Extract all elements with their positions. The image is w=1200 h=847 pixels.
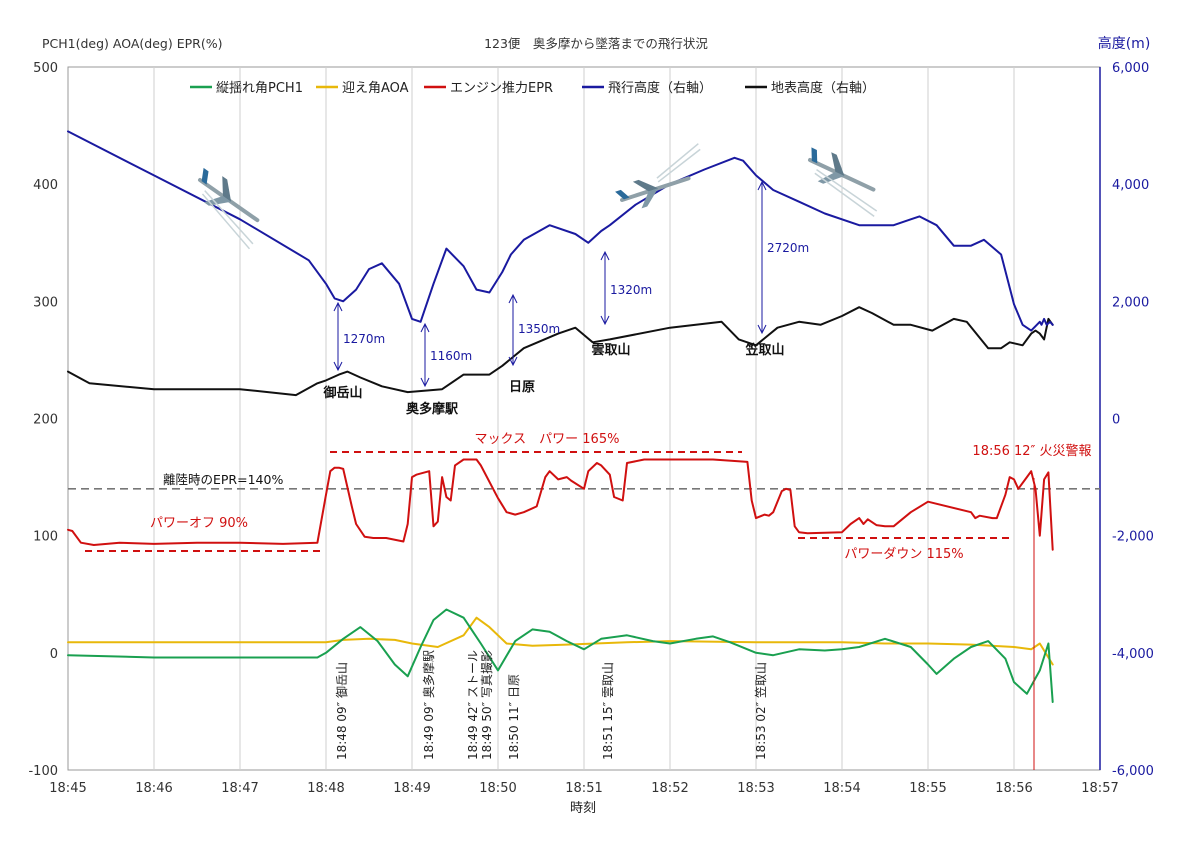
event-label: 18:49 09″ 奥多摩駅 [421, 650, 436, 760]
series-line-1 [67, 608, 1054, 703]
series-line-3 [67, 458, 1054, 551]
altitude-diff-arrow [420, 322, 430, 388]
axis-layer: 18:45 18:46 18:47 18:48 18:49 18:50 18:51 18:52… [28, 61, 1153, 796]
altitude-diff-arrow [333, 301, 343, 372]
y-left-tick-label: 200 [33, 413, 58, 428]
x-tick-label: 18:47 [221, 781, 258, 796]
legend-label: 地表高度（右軸） [771, 80, 875, 96]
place-label: 笠取山 [744, 342, 784, 358]
series-line-4 [67, 130, 1054, 332]
right-axis-header: 高度(m) [1098, 35, 1151, 52]
airplane-icon [198, 167, 260, 250]
y-left-tick-label: 100 [33, 530, 58, 545]
airplane-icon [615, 143, 701, 209]
y-left-tick-label: 0 [50, 647, 58, 662]
y-right-tick-label: -4,000 [1112, 647, 1154, 662]
x-tick-label: 18:54 [823, 781, 860, 796]
altitude-diff-arrow [508, 293, 518, 367]
legend-label: エンジン推力EPR [450, 81, 553, 96]
x-tick-label: 18:56 [995, 781, 1032, 796]
power-down-label: パワーダウン 115% [844, 547, 963, 562]
fire-alarm-label: 18:56 12″ 火災警報 [972, 443, 1091, 459]
x-tick-label: 18:49 [393, 781, 430, 796]
event-label: 18:48 09″ 御岳山 [334, 662, 349, 760]
place-label: 御岳山 [322, 385, 362, 401]
power-off-label: パワーオフ 90% [150, 516, 248, 531]
legend-label: 縦揺れ角PCH1 [216, 81, 303, 96]
y-right-tick-label: -6,000 [1112, 764, 1154, 779]
chart-title: 123便 奥多摩から墜落までの飛行状況 [484, 36, 708, 51]
altitude-diff-arrow [600, 250, 610, 326]
altitude-diff-label: 1270m [343, 332, 385, 346]
x-tick-label: 18:45 [49, 781, 86, 796]
y-left-tick-label: 300 [33, 295, 58, 310]
y-left-tick-label: 500 [33, 61, 58, 76]
max-power-label: マックス パワー 165% [475, 432, 620, 447]
event-label: 18:49 42″ ストール [466, 650, 480, 760]
series-layer [67, 130, 1054, 703]
altitude-diff-label: 1320m [610, 283, 652, 297]
y-right-tick-label: 4,000 [1112, 178, 1149, 193]
y-left-tick-label: 400 [33, 178, 58, 193]
x-tick-label: 18:55 [909, 781, 946, 796]
place-label: 雲取山 [591, 342, 630, 358]
y-right-tick-label: 6,000 [1112, 61, 1149, 76]
y-right-tick-label: 0 [1112, 413, 1120, 428]
x-tick-label: 18:53 [737, 781, 774, 796]
event-label: 18:53 02″ 笠取山 [753, 662, 768, 760]
place-label: 奥多摩駅 [406, 401, 459, 417]
x-axis-title: 時刻 [570, 801, 596, 816]
altitude-diff-arrow [757, 180, 767, 335]
y-right-tick-label: -2,000 [1112, 530, 1154, 545]
left-axis-header: PCH1(deg) AOA(deg) EPR(%) [42, 36, 222, 51]
x-tick-label: 18:52 [651, 781, 688, 796]
x-tick-label: 18:46 [135, 781, 172, 796]
place-label: 日原 [509, 380, 535, 395]
x-tick-label: 18:50 [479, 781, 516, 796]
altitude-diff-label: 2720m [767, 241, 809, 255]
altitude-diff-label: 1350m [518, 322, 560, 336]
altitude-diff-label: 1160m [430, 349, 472, 363]
x-tick-label: 18:51 [565, 781, 602, 796]
event-label: 18:49 50″ 写真撮影 [480, 650, 494, 760]
x-tick-label: 18:48 [307, 781, 344, 796]
series-line-2 [67, 616, 1054, 666]
event-label: 18:51 15″ 雲取山 [601, 662, 615, 760]
x-tick-label: 18:57 [1081, 781, 1118, 796]
legend: 縦揺れ角PCH1 迎え角AOA エンジン推力EPR 飛行高度（右軸） 地表高度（右軸） [190, 80, 875, 96]
reference-line-label: 離陸時のEPR=140% [163, 472, 283, 487]
y-left-tick-label: -100 [28, 764, 58, 779]
legend-label: 飛行高度（右軸） [608, 80, 712, 96]
annotation-layer: パワーオフ 90% マックス パワー 165% パワーダウン 115% 18:5… [85, 143, 1092, 770]
airplane-icon [808, 147, 878, 218]
legend-label: 迎え角AOA [342, 81, 409, 96]
event-label: 18:50 11″ 日原 [507, 674, 521, 760]
series-line-5 [67, 306, 1054, 397]
y-right-tick-label: 2,000 [1112, 295, 1149, 310]
grid-layer [67, 66, 1101, 771]
